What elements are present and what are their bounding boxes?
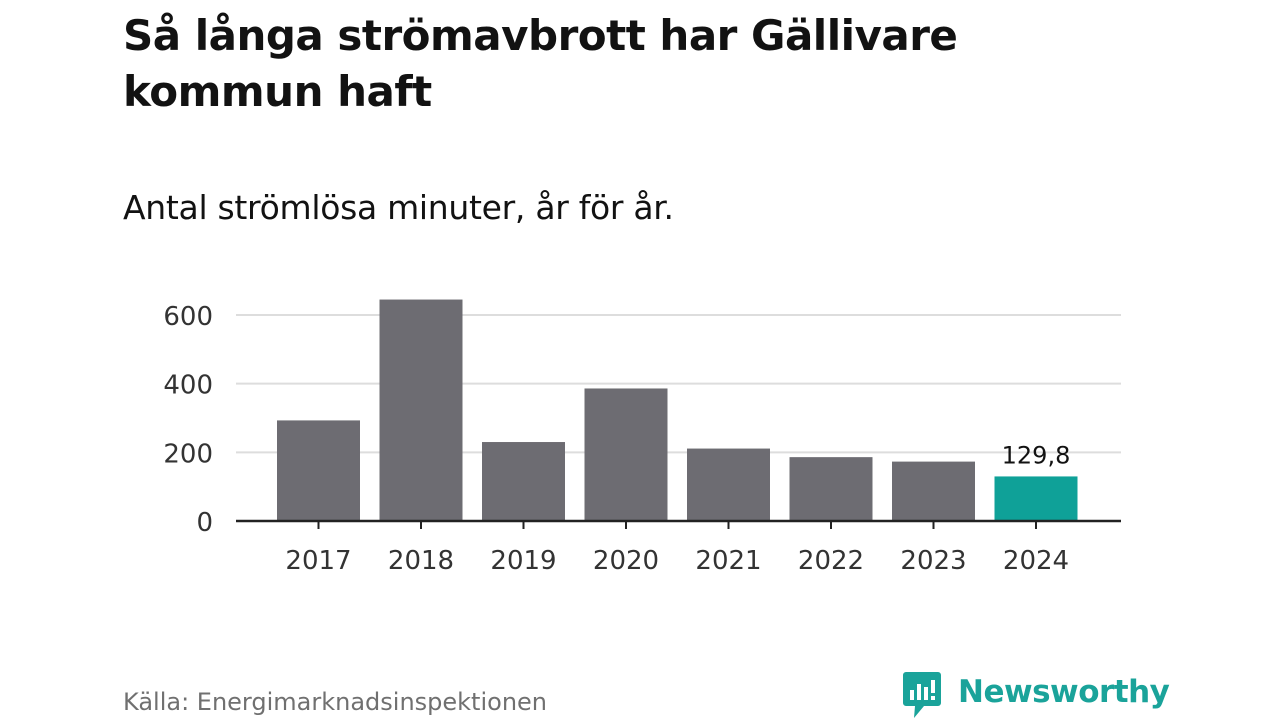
x-tick-label: 2018 (388, 546, 454, 576)
chart-title: Så långa strömavbrott har Gällivare komm… (123, 11, 958, 116)
bar-2021 (687, 448, 770, 521)
bar-2023 (892, 461, 975, 521)
chart-subtitle: Antal strömlösa minuter, år för år. (123, 188, 674, 227)
x-tick-label: 2020 (593, 546, 659, 576)
y-tick-label: 600 (163, 302, 213, 332)
y-tick-label: 0 (196, 508, 213, 538)
bar-2019 (482, 442, 565, 521)
bars (277, 299, 1078, 521)
x-tick-label: 2022 (798, 546, 864, 576)
bar-2017 (277, 420, 360, 521)
x-tick-label: 2019 (490, 546, 556, 576)
brand-name: Newsworthy (958, 674, 1170, 710)
bar-2020 (584, 388, 668, 521)
brand-logo[interactable]: Newsworthy (902, 670, 1170, 720)
y-tick-label: 400 (163, 371, 213, 401)
bar-2024 (994, 476, 1078, 521)
x-tick-label: 2021 (695, 546, 761, 576)
x-tick-label: 2017 (285, 546, 351, 576)
source-note: Källa: Energimarknadsinspektionen (123, 688, 548, 716)
data-labels: 129,8 (1002, 441, 1071, 469)
x-tick-label: 2023 (900, 546, 966, 576)
y-tick-label: 200 (163, 439, 213, 469)
bar-2018 (379, 299, 463, 521)
bar-2022 (789, 457, 873, 521)
newsworthy-logo-icon (903, 672, 941, 718)
x-tick-label: 2024 (1003, 546, 1069, 576)
y-axis-ticks: 0 200 400 600 (163, 302, 213, 538)
x-axis-ticks: 2017 2018 2019 2020 2021 2022 2023 2024 (285, 521, 1069, 576)
data-label: 129,8 (1002, 441, 1071, 469)
gridlines (236, 314, 1121, 454)
